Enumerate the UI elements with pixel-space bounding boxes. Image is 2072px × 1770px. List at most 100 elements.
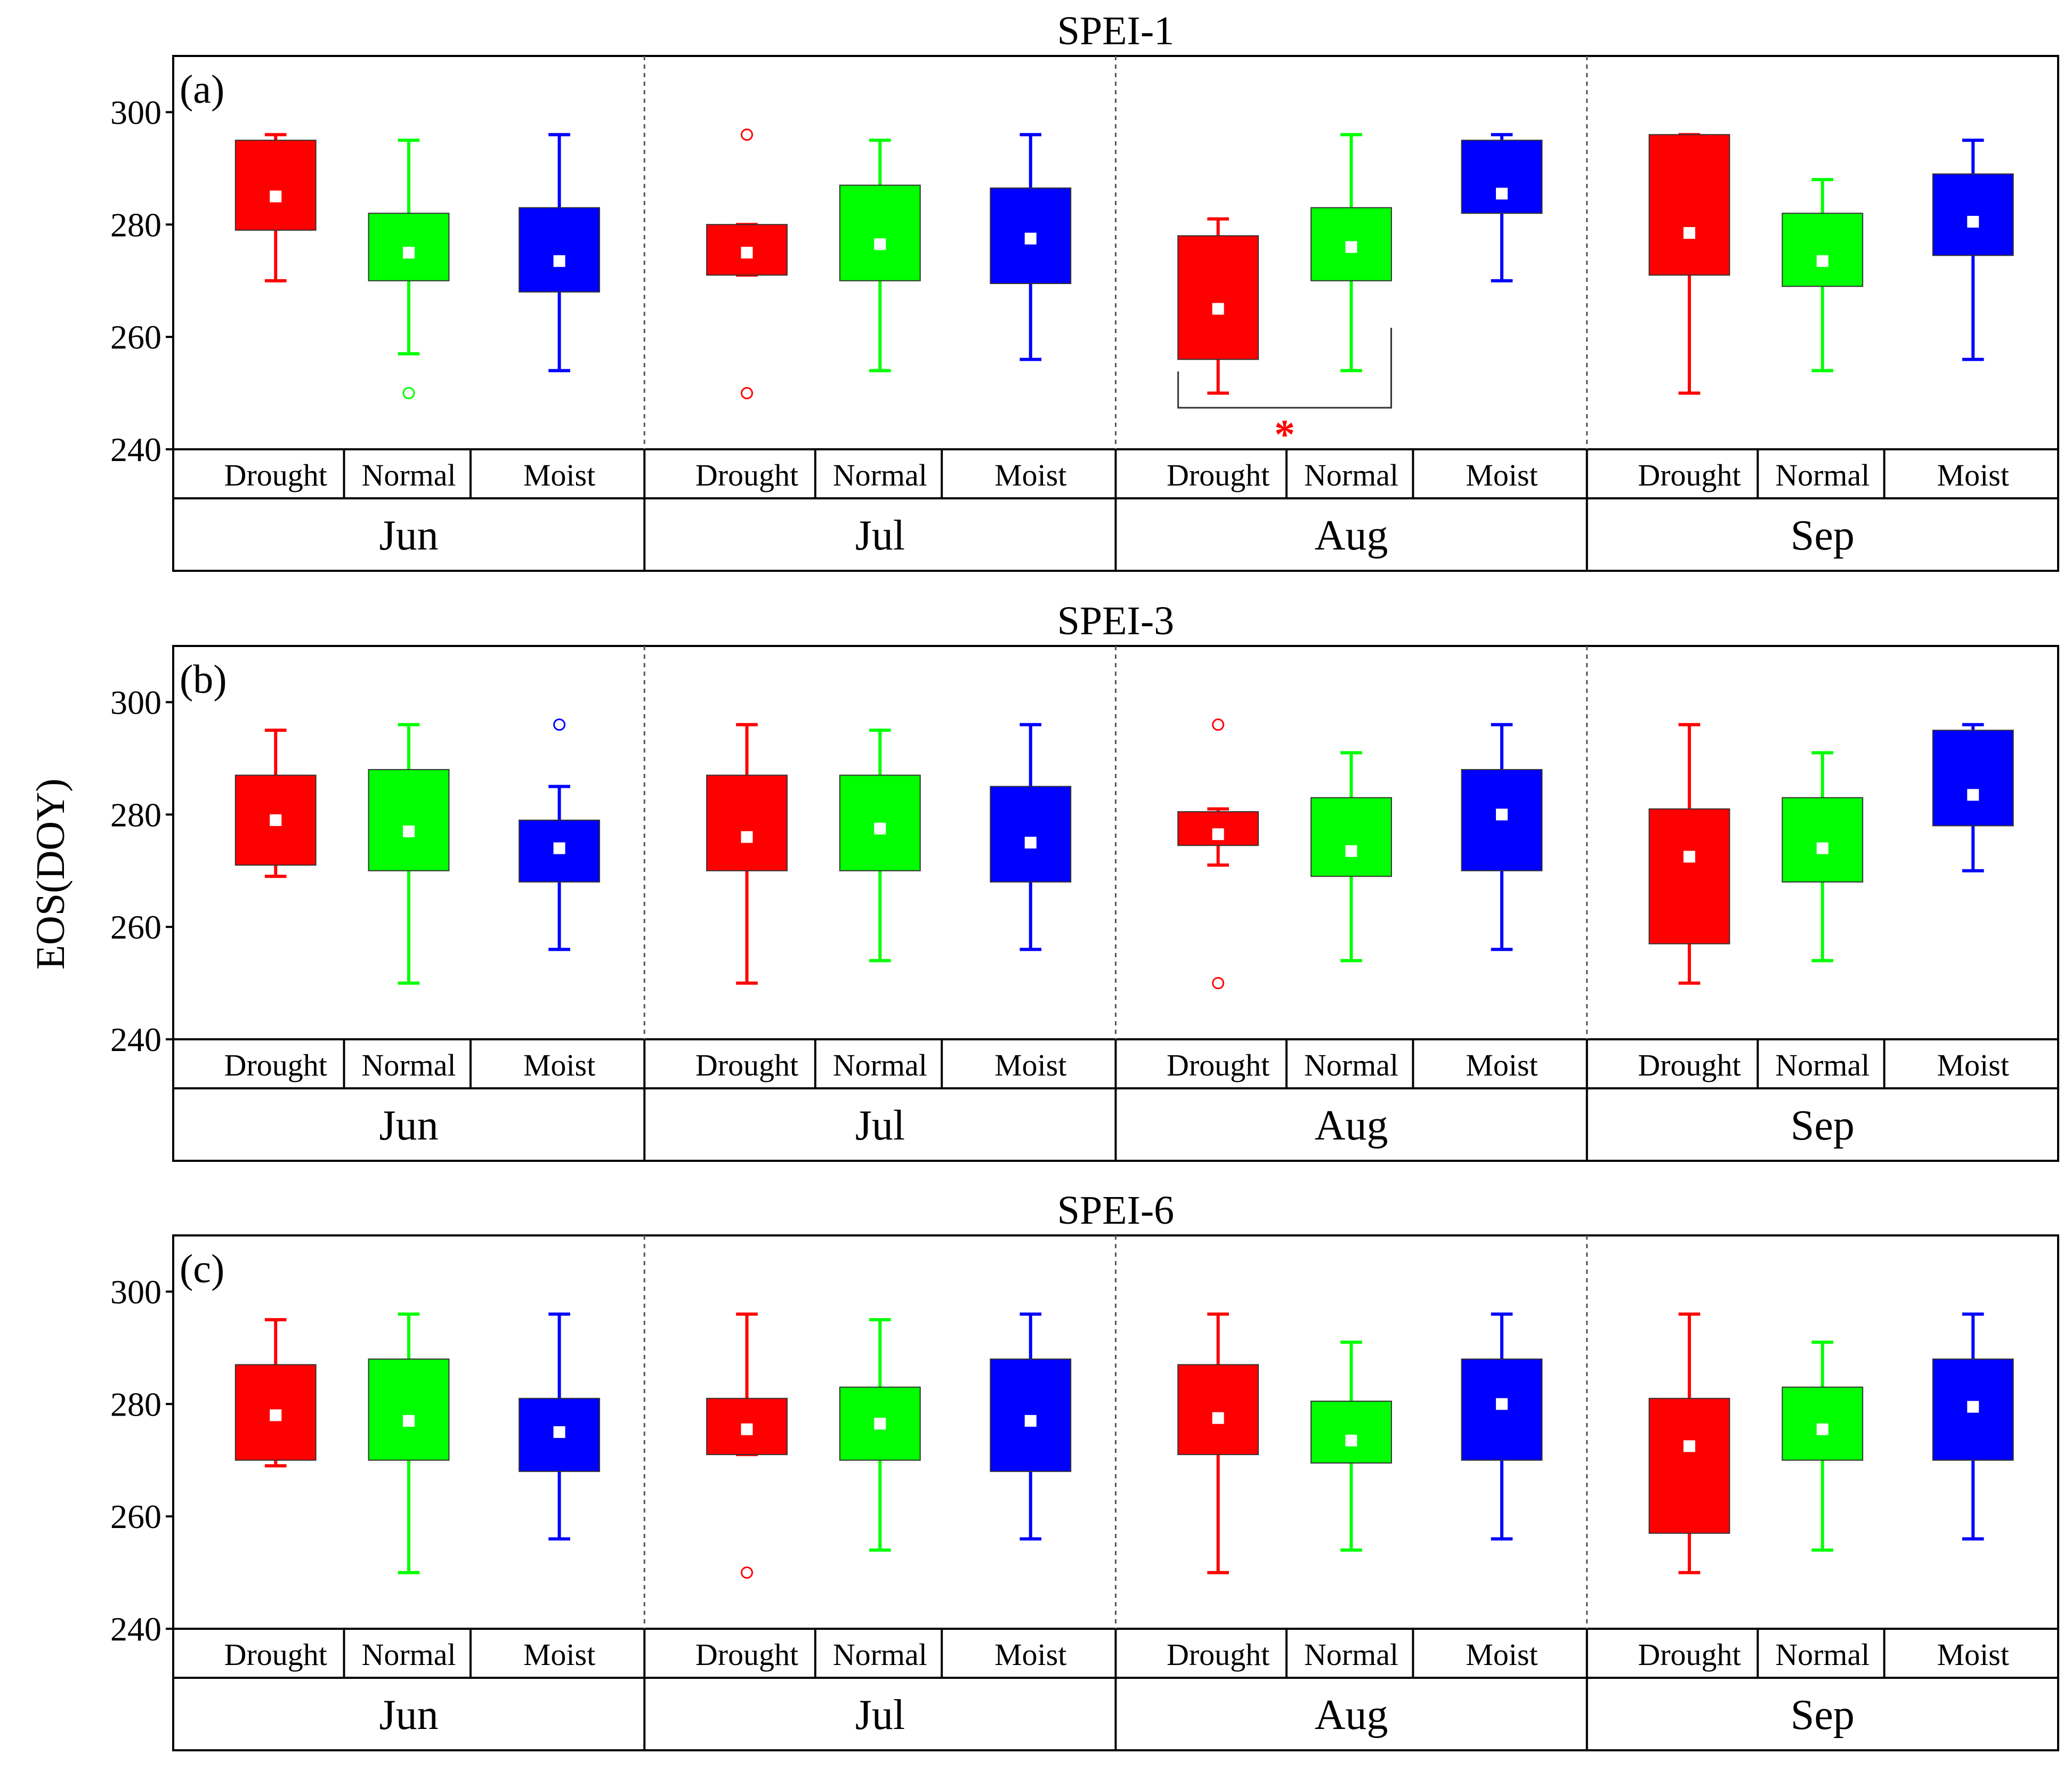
y-tick-label: 240 bbox=[110, 1610, 161, 1648]
category-label: Moist bbox=[1466, 1637, 1537, 1672]
month-section-jul: Jul Drought Normal Moist bbox=[643, 56, 1072, 571]
category-label: Drought bbox=[1638, 458, 1741, 492]
median-marker bbox=[1024, 232, 1037, 245]
iqr-box bbox=[990, 786, 1072, 883]
box-normal: Normal bbox=[1775, 751, 1869, 1082]
category-label: Drought bbox=[695, 458, 798, 492]
iqr-box bbox=[234, 140, 317, 231]
month-label: Sep bbox=[1791, 1692, 1855, 1739]
median-marker bbox=[403, 1415, 415, 1427]
month-section-sep: Sep Drought Normal Moist bbox=[1585, 646, 2014, 1161]
median-marker bbox=[270, 190, 282, 203]
box-moist: Moist bbox=[1461, 1312, 1543, 1672]
outlier-point bbox=[740, 387, 753, 400]
panel-2: SPEI-3 (b) 240 260 280 300 Jun Drought Normal Moi… bbox=[110, 599, 2059, 1162]
iqr-box bbox=[1177, 1364, 1259, 1456]
panel-3: SPEI-6 (c) 240 260 280 300 Jun Drought Normal Moi… bbox=[110, 1188, 2059, 1751]
box-drought: Drought bbox=[1167, 1312, 1269, 1672]
median-marker bbox=[1967, 216, 1979, 228]
panel-label: (a) bbox=[180, 67, 224, 112]
iqr-box bbox=[1310, 797, 1392, 877]
median-marker bbox=[270, 1409, 282, 1421]
box-drought: Drought bbox=[1167, 217, 1269, 492]
outlier-point bbox=[553, 718, 566, 731]
box-drought: Drought bbox=[224, 729, 327, 1082]
box-moist: Moist bbox=[990, 133, 1072, 492]
box-normal: Normal bbox=[361, 723, 456, 1082]
median-marker bbox=[1967, 789, 1979, 801]
y-axis-label: EOS(DOY) bbox=[28, 779, 73, 970]
box-normal: Normal bbox=[833, 1318, 927, 1672]
category-label: Moist bbox=[994, 1048, 1066, 1082]
significance-bracket bbox=[1177, 328, 1393, 409]
iqr-box bbox=[1932, 173, 2014, 256]
month-section-sep: Sep Drought Normal Moist bbox=[1585, 1235, 2014, 1750]
month-section-aug: Aug Drought Normal Moist bbox=[1114, 646, 1543, 1161]
box-drought: Drought bbox=[224, 1318, 327, 1672]
category-label: Moist bbox=[523, 458, 595, 492]
panels: SPEI-1 (a) 240 260 280 300 Jun Drought Normal Moi… bbox=[110, 9, 2059, 1751]
category-label: Drought bbox=[1638, 1637, 1741, 1672]
outlier-point bbox=[1212, 718, 1225, 731]
month-section-aug: Aug Drought Normal Moist bbox=[1114, 1235, 1543, 1750]
median-marker bbox=[1212, 1412, 1224, 1424]
category-label: Drought bbox=[224, 458, 327, 492]
y-tick-label: 260 bbox=[110, 318, 161, 356]
y-tick-label: 280 bbox=[110, 206, 161, 244]
median-marker bbox=[1683, 1440, 1695, 1452]
category-label: Normal bbox=[361, 1637, 456, 1672]
month-label: Aug bbox=[1315, 1102, 1388, 1149]
y-tick-label: 300 bbox=[110, 683, 161, 721]
iqr-box bbox=[1932, 730, 2014, 827]
box-drought: Drought bbox=[1638, 133, 1741, 492]
y-tick-label: 280 bbox=[110, 796, 161, 834]
month-label: Sep bbox=[1791, 512, 1855, 559]
iqr-box bbox=[1782, 1386, 1864, 1461]
month-section-jun: Jun Drought Normal Moist bbox=[224, 718, 600, 1149]
y-tick-label: 240 bbox=[110, 431, 161, 468]
y-tick-label: 280 bbox=[110, 1385, 161, 1423]
median-marker bbox=[1683, 851, 1695, 863]
box-moist: Moist bbox=[519, 133, 600, 492]
outlier-point bbox=[402, 387, 415, 400]
y-tick-label: 240 bbox=[110, 1021, 161, 1058]
box-normal: Normal bbox=[1775, 177, 1869, 492]
category-label: Drought bbox=[1167, 458, 1269, 492]
y-tick-label: 260 bbox=[110, 1498, 161, 1535]
category-label: Normal bbox=[833, 1048, 927, 1082]
category-label: Normal bbox=[833, 458, 927, 492]
box-drought: Drought bbox=[224, 133, 327, 492]
median-marker bbox=[403, 247, 415, 258]
outlier-point bbox=[740, 1566, 753, 1579]
category-label: Normal bbox=[1775, 458, 1869, 492]
category-label: Drought bbox=[1167, 1637, 1269, 1672]
category-label: Normal bbox=[1775, 1048, 1869, 1082]
median-marker bbox=[874, 238, 886, 250]
median-marker bbox=[1816, 1423, 1828, 1435]
month-label: Aug bbox=[1315, 512, 1388, 559]
median-marker bbox=[553, 842, 565, 854]
box-normal: Normal bbox=[1304, 751, 1398, 1082]
median-marker bbox=[1496, 188, 1508, 200]
iqr-box bbox=[1310, 1401, 1392, 1464]
median-marker bbox=[1496, 1398, 1508, 1410]
y-tick-label: 260 bbox=[110, 908, 161, 946]
y-tick-label: 300 bbox=[110, 1273, 161, 1311]
significance-marker: * bbox=[1274, 411, 1295, 457]
box-moist: Moist bbox=[990, 1312, 1072, 1672]
box-normal: Normal bbox=[1775, 1340, 1869, 1672]
median-marker bbox=[874, 1418, 886, 1430]
category-label: Moist bbox=[1937, 458, 2009, 492]
median-marker bbox=[1212, 828, 1224, 840]
box-drought: Drought bbox=[695, 723, 798, 1082]
panel-title: SPEI-3 bbox=[1057, 599, 1175, 643]
category-label: Normal bbox=[1304, 1637, 1398, 1672]
iqr-box bbox=[1461, 140, 1543, 214]
box-normal: Normal bbox=[361, 1312, 456, 1672]
iqr-box bbox=[839, 184, 921, 281]
panel-label: (c) bbox=[180, 1247, 224, 1291]
category-label: Moist bbox=[523, 1637, 595, 1672]
month-label: Jul bbox=[855, 1102, 905, 1149]
median-marker bbox=[1967, 1401, 1979, 1413]
month-section-sep: Sep Drought Normal Moist bbox=[1585, 56, 2014, 571]
